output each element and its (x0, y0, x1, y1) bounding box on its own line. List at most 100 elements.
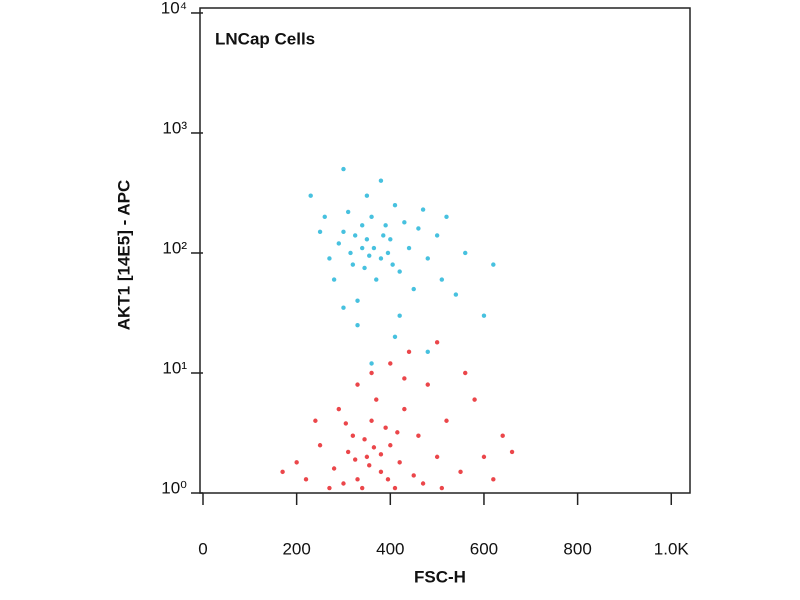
y-tick-label: 10⁴ (161, 0, 187, 17)
point (360, 223, 365, 228)
point (392, 334, 398, 340)
point (481, 313, 487, 318)
point (385, 477, 391, 482)
x-tick-label: 600 (470, 539, 498, 558)
point (444, 418, 449, 423)
point (367, 463, 372, 468)
y-axis-label: AKT1 [14E5] - APC (114, 180, 133, 331)
point (434, 340, 440, 345)
point (369, 418, 374, 423)
point (463, 250, 468, 256)
chart-title: LNCap Cells (215, 29, 315, 48)
point (388, 237, 393, 242)
point (434, 233, 440, 238)
point (362, 437, 367, 442)
point (434, 454, 440, 460)
point (374, 397, 379, 402)
point (463, 370, 468, 376)
point (345, 209, 351, 215)
point (411, 286, 416, 292)
y-tick-label: 10⁰ (161, 478, 187, 497)
point (355, 323, 360, 328)
point (378, 256, 384, 261)
point (416, 226, 421, 231)
point (331, 277, 337, 282)
plot-frame (199, 7, 691, 494)
point (327, 485, 332, 491)
point (327, 256, 332, 261)
point (341, 305, 346, 310)
point (397, 269, 402, 274)
point (395, 430, 400, 435)
point (402, 406, 407, 412)
point (364, 454, 370, 460)
point (313, 418, 318, 423)
point (371, 245, 377, 251)
point (390, 262, 395, 267)
point (350, 262, 356, 267)
point (369, 214, 374, 220)
x-tick-label: 200 (282, 539, 310, 558)
point (348, 250, 353, 256)
point (378, 452, 384, 457)
x-tick-label: 1.0K (654, 539, 690, 558)
point (378, 178, 384, 183)
point (425, 256, 430, 261)
point (383, 425, 388, 430)
point (439, 277, 445, 282)
point (367, 253, 372, 258)
point (397, 460, 402, 465)
point (439, 485, 445, 491)
point (280, 469, 285, 475)
point (331, 466, 337, 471)
point (406, 349, 412, 355)
point (355, 477, 360, 482)
point (385, 250, 391, 256)
point (360, 245, 365, 251)
point (364, 237, 370, 242)
point (341, 166, 346, 172)
point (352, 457, 358, 462)
point (381, 233, 386, 238)
point (416, 433, 421, 438)
point (341, 229, 346, 235)
point (352, 233, 358, 238)
point (458, 469, 463, 475)
point (322, 214, 327, 220)
point (294, 460, 299, 465)
point (317, 229, 323, 235)
point (472, 397, 477, 402)
point (392, 203, 398, 208)
point (402, 376, 407, 381)
point (383, 223, 388, 228)
point (425, 349, 430, 355)
point (406, 245, 412, 251)
point (481, 454, 487, 460)
point (317, 443, 323, 448)
point (364, 193, 370, 198)
point (355, 298, 360, 303)
point (453, 292, 459, 297)
point (303, 477, 309, 482)
point (341, 481, 346, 486)
point (392, 485, 398, 491)
x-axis-label: FSC-H (414, 567, 466, 586)
point (402, 220, 407, 225)
point (350, 433, 356, 438)
point (397, 313, 402, 318)
point (343, 421, 349, 426)
point (411, 473, 416, 478)
point (362, 265, 367, 271)
point (420, 481, 426, 486)
point (374, 277, 379, 282)
point (345, 449, 351, 455)
point (371, 445, 377, 450)
point (336, 241, 341, 246)
point (444, 214, 449, 220)
point (355, 382, 360, 387)
y-tick-label: 10³ (162, 118, 187, 137)
point (388, 443, 393, 448)
point (500, 433, 505, 438)
